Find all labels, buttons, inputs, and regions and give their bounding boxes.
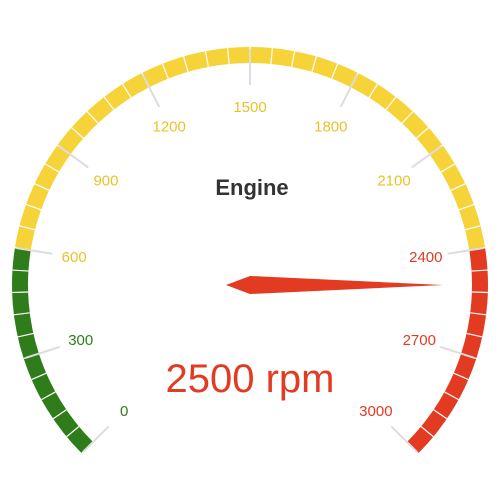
gauge-minor-tick — [420, 426, 434, 438]
gauge-major-tick — [82, 425, 110, 453]
gauge-minor-tick — [470, 312, 487, 316]
gauge-major-tick — [447, 247, 484, 255]
gauge-minor-tick — [471, 291, 488, 294]
gauge-minor-tick — [453, 372, 469, 381]
gauge-minor-tick — [466, 332, 483, 338]
gauge-minor-tick — [161, 63, 169, 79]
gauge-minor-tick — [17, 332, 34, 338]
gauge-minor-tick — [34, 183, 50, 192]
gauge-minor-tick — [13, 312, 30, 316]
gauge-minor-tick — [227, 47, 230, 65]
gauge-title: Engine — [215, 175, 288, 200]
gauge-major-tick — [339, 74, 359, 108]
gauge-minor-tick — [183, 56, 189, 72]
gauge-tick-label: 1200 — [153, 118, 186, 135]
gauge-needle — [226, 276, 443, 294]
gauge-tick-label: 3000 — [359, 403, 392, 420]
gauge-minor-tick — [311, 56, 317, 72]
gauge-major-tick — [16, 247, 53, 255]
gauge-minor-tick — [433, 409, 448, 420]
gauge-minor-tick — [385, 96, 397, 110]
gauge-value-readout: 2500 rpm — [166, 357, 335, 401]
gauge-minor-tick — [458, 203, 475, 211]
gauge-minor-tick — [12, 291, 29, 294]
gauge-minor-tick — [270, 47, 273, 65]
gauge-tick-label: 0 — [120, 403, 128, 420]
gauge-tick-layer — [12, 47, 488, 454]
gauge-minor-tick — [86, 111, 99, 124]
gauge-major-tick — [390, 425, 418, 453]
gauge-minor-tick — [71, 127, 84, 139]
gauge-minor-tick — [416, 127, 429, 139]
gauge-minor-tick — [66, 426, 80, 438]
gauge-minor-tick — [444, 391, 459, 401]
gauge-band-2 — [406, 247, 488, 454]
gauge-label-layer: 0 300 600 900 1200 1500 1800 2100 2400 2700 3000 — [62, 99, 443, 420]
gauge-minor-tick — [440, 163, 456, 173]
gauge-minor-tick — [121, 83, 132, 98]
gauge-minor-tick — [450, 183, 466, 192]
gauge-minor-tick — [471, 269, 488, 272]
gauge-major-tick — [25, 345, 61, 359]
gauge-tick-label: 300 — [68, 332, 93, 349]
gauge-major-tick — [58, 145, 89, 169]
gauge-tick-label: 1500 — [233, 99, 266, 116]
gauge-minor-tick — [25, 203, 42, 211]
gauge-tick-label: 2700 — [403, 332, 436, 349]
gauge-tick-label: 600 — [62, 249, 87, 266]
gauge-minor-tick — [464, 225, 481, 231]
gauge-minor-tick — [291, 51, 296, 68]
gauge-minor-tick — [44, 163, 60, 173]
gauge-band-layer — [11, 46, 488, 454]
gauge-minor-tick — [12, 269, 29, 272]
gauge-minor-tick — [204, 51, 209, 68]
gauge-minor-tick — [103, 96, 115, 110]
gauge-major-tick — [439, 345, 475, 359]
gauge-tick-label: 900 — [93, 172, 118, 189]
gauge-tick-label: 2100 — [377, 172, 410, 189]
gauge-minor-tick — [52, 409, 67, 420]
gauge-major-tick — [411, 145, 442, 169]
gauge-minor-tick — [31, 372, 47, 381]
gauge-minor-tick — [331, 63, 339, 79]
gauge-tick-label: 1800 — [314, 118, 347, 135]
gauge-minor-tick — [401, 111, 414, 124]
gauge-major-tick — [141, 74, 161, 108]
gauge-band-0 — [11, 247, 94, 454]
gauge-minor-tick — [368, 83, 379, 98]
gauge-minor-tick — [41, 391, 56, 401]
gauge-tick-label: 2400 — [409, 249, 442, 266]
gauge-minor-tick — [19, 225, 36, 231]
